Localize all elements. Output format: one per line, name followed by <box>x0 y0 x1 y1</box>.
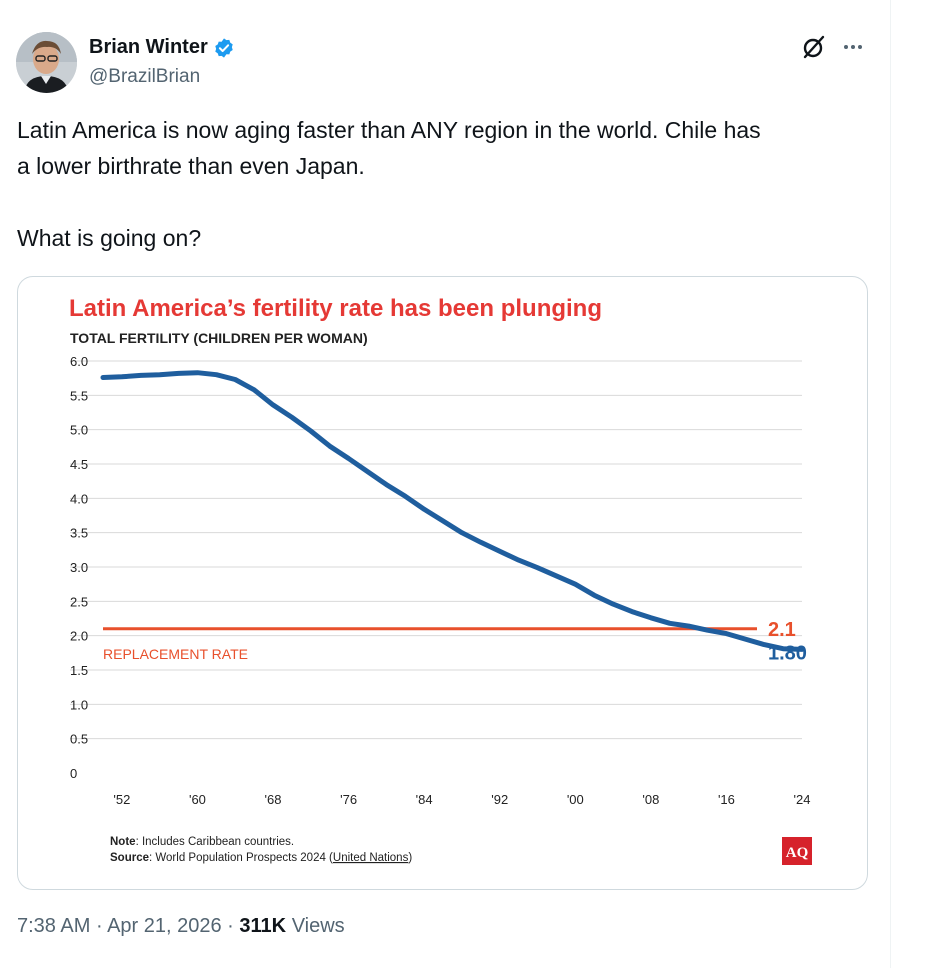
x-tick-label: '92 <box>491 792 508 807</box>
tweet-meta: 7:38 AM · Apr 21, 2026 · 311K Views <box>17 915 345 938</box>
y-tick-label: 4.0 <box>70 491 88 506</box>
note-text: : Includes Caribbean countries. <box>136 836 295 848</box>
x-tick-label: '68 <box>265 792 282 807</box>
chart-source: Source: World Population Prospects 2024 … <box>110 852 412 864</box>
source-close: ) <box>408 852 412 864</box>
replacement-rate-label: REPLACEMENT RATE <box>103 646 248 662</box>
views-label: Views <box>291 915 345 937</box>
x-tick-label: '24 <box>794 792 811 807</box>
chart-note: Note: Includes Caribbean countries. <box>110 836 294 848</box>
y-tick-label: 1.5 <box>70 663 88 678</box>
meta-separator: · <box>227 915 234 937</box>
source-text: : World Population Prospects 2024 ( <box>149 852 333 864</box>
y-tick-labels: 0 0.5 1.0 1.5 2.0 2.5 3.0 3.5 4.0 4.5 5.0 5.5 6.0 <box>70 354 88 781</box>
grid-lines <box>70 360 802 740</box>
y-tick-label: 2.5 <box>70 594 88 609</box>
x-tick-label: '60 <box>189 792 206 807</box>
source-link[interactable]: United Nations <box>333 852 409 864</box>
tweet-time[interactable]: 7:38 AM <box>17 915 91 937</box>
y-axis-label: TOTAL FERTILITY (CHILDREN PER WOMAN) <box>70 330 368 346</box>
tweet-date[interactable]: Apr 21, 2026 <box>107 915 222 937</box>
timeline-divider <box>890 0 891 968</box>
y-tick-label: 0.5 <box>70 732 88 747</box>
name-row: Brian Winter <box>89 36 235 59</box>
tweet-text: Latin America is now aging faster than A… <box>17 117 761 251</box>
replacement-rate-value: 2.1 <box>768 619 796 641</box>
fertility-series-line <box>100 370 805 652</box>
grok-icon[interactable] <box>801 34 827 60</box>
y-tick-label: 5.0 <box>70 423 88 438</box>
x-tick-label: '16 <box>718 792 735 807</box>
y-tick-label: 6.0 <box>70 354 88 369</box>
x-tick-label: '08 <box>642 792 659 807</box>
note-label: Note <box>110 836 136 848</box>
x-tick-label: '84 <box>416 792 433 807</box>
y-tick-label: 4.5 <box>70 457 88 472</box>
chart-title: Latin America’s fertility rate has been … <box>69 295 602 322</box>
aq-logo-text: AQ <box>786 845 809 861</box>
y-tick-label: 3.5 <box>70 526 88 541</box>
verified-badge-icon[interactable] <box>213 37 235 59</box>
y-tick-label: 5.5 <box>70 388 88 403</box>
series-end-label: 1.80 <box>768 642 807 664</box>
more-options-icon[interactable] <box>840 34 866 60</box>
y-tick-label: 1.0 <box>70 697 88 712</box>
meta-separator: · <box>95 915 103 937</box>
x-tick-labels: '52 '60 '68 '76 '84 '92 '00 '08 '16 '24 <box>113 792 810 807</box>
x-tick-label: '52 <box>113 792 130 807</box>
aq-logo <box>782 837 812 865</box>
y-tick-label: 3.0 <box>70 560 88 575</box>
y-tick-label: 2.0 <box>70 629 88 644</box>
views-count: 311K <box>239 915 287 937</box>
source-label: Source <box>110 852 149 864</box>
avatar[interactable] <box>16 32 77 93</box>
y-tick-label: 0 <box>70 766 77 781</box>
tweet-media-chart[interactable]: Latin America’s fertility rate has been … <box>17 276 868 890</box>
x-tick-label: '76 <box>340 792 357 807</box>
tweet-header: Brian Winter @BrazilBrian <box>16 32 866 94</box>
user-handle[interactable]: @BrazilBrian <box>89 66 201 87</box>
x-tick-label: '00 <box>567 792 584 807</box>
display-name[interactable]: Brian Winter <box>89 36 208 58</box>
fertility-chart: Latin America’s fertility rate has been … <box>69 295 812 865</box>
